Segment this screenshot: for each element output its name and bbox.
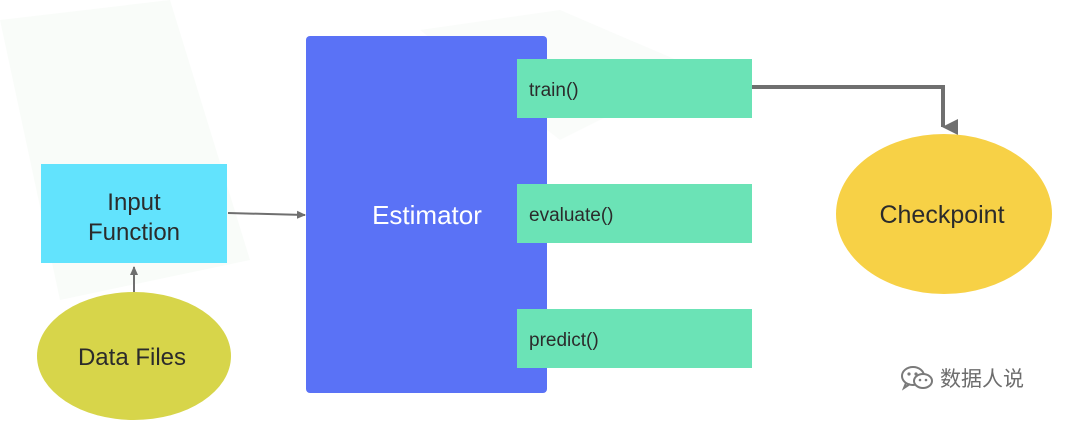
estimator-box	[306, 36, 547, 393]
method-train-box	[517, 59, 752, 118]
arrow-input-to-estimator	[227, 210, 306, 219]
method-evaluate-label: evaluate()	[529, 205, 614, 226]
method-predict-box	[517, 309, 752, 368]
checkpoint-node: Checkpoint	[836, 134, 1052, 294]
method-evaluate: evaluate()	[517, 184, 752, 243]
data-files-node: Data Files	[37, 292, 231, 420]
checkpoint-label: Checkpoint	[879, 201, 1004, 229]
arrow-train-to-checkpoint	[752, 85, 958, 135]
input-function-label-line2: Function	[88, 219, 180, 246]
method-train-label: train()	[529, 80, 579, 101]
watermark-text: 数据人说	[940, 367, 1024, 391]
input-function-label-line1: Input	[107, 189, 161, 216]
method-predict: predict()	[517, 309, 752, 368]
input-function-box	[41, 164, 227, 263]
wechat-icon	[900, 364, 934, 392]
watermark: 数据人说	[900, 362, 1024, 394]
method-train: train()	[517, 59, 752, 118]
checkpoint-ellipse	[836, 134, 1052, 294]
method-evaluate-box	[517, 184, 752, 243]
estimator-node: Estimator	[306, 36, 547, 393]
data-files-ellipse	[37, 292, 231, 420]
input-function-node: Input Function	[41, 164, 227, 263]
data-files-label: Data Files	[78, 344, 186, 371]
estimator-label: Estimator	[372, 200, 482, 230]
method-predict-label: predict()	[529, 330, 599, 351]
